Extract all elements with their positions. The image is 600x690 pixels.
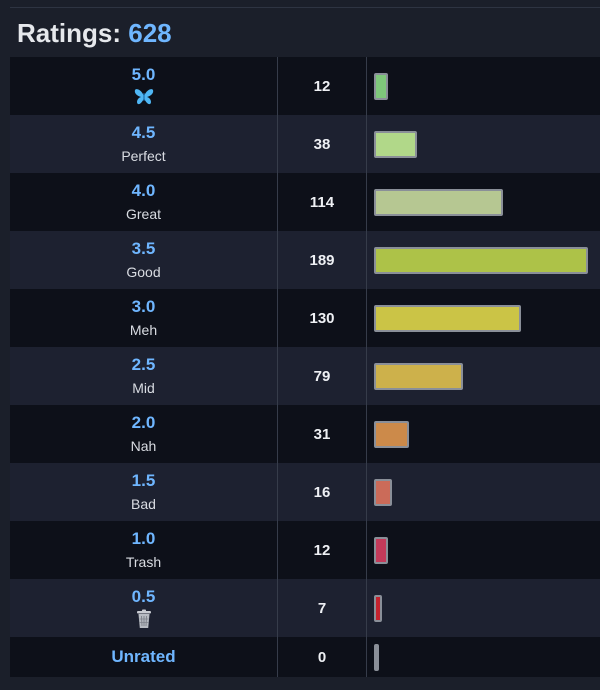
rating-count: 38 xyxy=(313,135,331,153)
ratings-table: 5.0 12 4.5 Perfect 38 4.0 Great 114 3.5 Good 189 3.… xyxy=(10,57,600,677)
rating-cell: 3.5 Good xyxy=(10,231,277,289)
rating-cell: 1.5 Bad xyxy=(10,463,277,521)
rating-cell: 0.5 xyxy=(10,579,277,637)
rating-count: 7 xyxy=(317,599,327,617)
rating-value: 1.5 xyxy=(131,470,156,490)
rating-value: 5.0 xyxy=(131,65,156,84)
rating-row: 5.0 12 xyxy=(10,57,600,115)
rating-value: 2.5 xyxy=(131,354,156,374)
rating-bar xyxy=(374,363,463,390)
rating-value: Unrated xyxy=(111,647,176,666)
rating-bar xyxy=(374,537,388,564)
rating-label: Great xyxy=(125,205,161,222)
rating-row: 3.5 Good 189 xyxy=(10,231,600,289)
rating-value: 2.0 xyxy=(131,412,156,432)
ratings-header: Ratings: 628 xyxy=(17,15,172,51)
rating-bar xyxy=(374,595,382,622)
rating-cell: 2.5 Mid xyxy=(10,347,277,405)
rating-label: Mid xyxy=(132,379,155,396)
rating-cell: 1.0 Trash xyxy=(10,521,277,579)
rating-label: Bad xyxy=(131,495,156,512)
rating-bar xyxy=(374,73,388,100)
rating-value: 1.0 xyxy=(131,528,156,548)
rating-row: 2.5 Mid 79 xyxy=(10,347,600,405)
rating-cell: 4.5 Perfect xyxy=(10,115,277,173)
rating-bar xyxy=(374,305,521,332)
rating-value: 4.0 xyxy=(131,180,156,200)
rating-bar xyxy=(374,421,409,448)
rating-count: 12 xyxy=(313,77,331,95)
rating-bar xyxy=(374,131,417,158)
rating-row: 1.0 Trash 12 xyxy=(10,521,600,579)
rating-count: 189 xyxy=(309,251,335,269)
rating-label: Meh xyxy=(129,321,158,338)
rating-cell: Unrated xyxy=(10,637,277,677)
rating-bar xyxy=(374,247,588,274)
rating-value: 4.5 xyxy=(131,122,156,142)
trash-can-icon xyxy=(135,609,153,629)
top-divider xyxy=(10,7,600,8)
rating-label: Nah xyxy=(130,437,157,454)
rating-count: 79 xyxy=(313,367,331,385)
rating-label: Perfect xyxy=(121,147,166,164)
rating-row: Unrated 0 xyxy=(10,637,600,677)
rating-cell: 2.0 Nah xyxy=(10,405,277,463)
rating-count: 130 xyxy=(309,309,335,327)
rating-row: 4.0 Great 114 xyxy=(10,173,600,231)
rating-value: 3.0 xyxy=(131,296,156,316)
rating-label: Trash xyxy=(125,553,162,570)
rating-row: 3.0 Meh 130 xyxy=(10,289,600,347)
butterfly-icon xyxy=(134,87,154,107)
rating-count: 31 xyxy=(313,425,331,443)
rating-bar xyxy=(374,479,392,506)
rating-row: 0.5 7 xyxy=(10,579,600,637)
rating-row: 4.5 Perfect 38 xyxy=(10,115,600,173)
rating-bar xyxy=(374,189,503,216)
rating-count: 0 xyxy=(317,648,327,666)
rating-cell: 4.0 Great xyxy=(10,173,277,231)
rating-cell: 3.0 Meh xyxy=(10,289,277,347)
rating-count: 12 xyxy=(313,541,331,559)
column-divider-count xyxy=(366,57,367,677)
rating-bar xyxy=(374,644,379,671)
rating-label: Good xyxy=(126,263,161,280)
rating-row: 1.5 Bad 16 xyxy=(10,463,600,521)
rating-value: 0.5 xyxy=(131,587,156,606)
ratings-total: 628 xyxy=(128,18,172,48)
ratings-title: Ratings: xyxy=(17,18,121,48)
rating-count: 16 xyxy=(313,483,331,501)
rating-count: 114 xyxy=(309,193,335,211)
column-divider-rating xyxy=(277,57,278,677)
rating-cell: 5.0 xyxy=(10,57,277,115)
rating-row: 2.0 Nah 31 xyxy=(10,405,600,463)
rating-value: 3.5 xyxy=(131,238,156,258)
